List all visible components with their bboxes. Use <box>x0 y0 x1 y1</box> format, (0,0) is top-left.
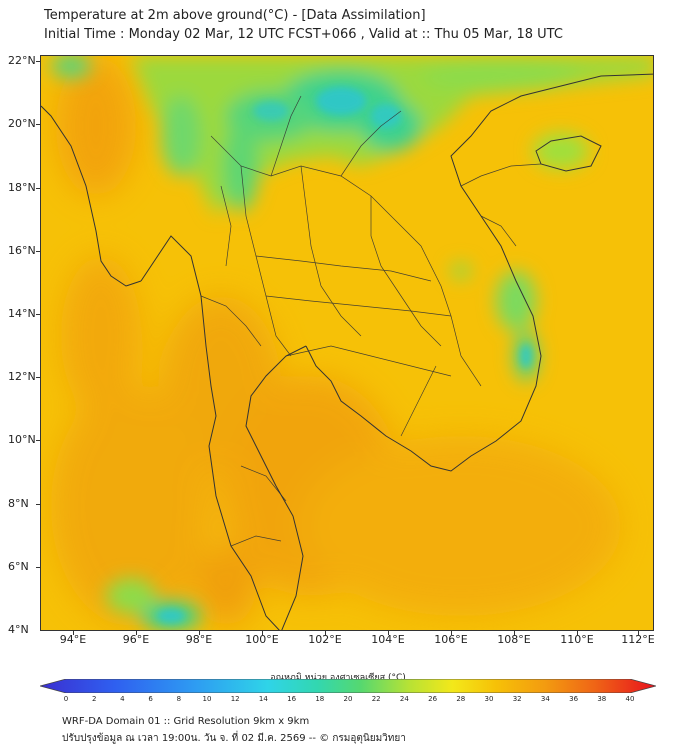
lon-tick <box>388 631 389 635</box>
colorbar-bar <box>40 679 656 693</box>
lon-tick <box>451 631 452 635</box>
lon-tick <box>262 631 263 635</box>
lat-label-12: 12°N <box>8 370 36 383</box>
colorbar-tick-label: 40 <box>625 695 635 703</box>
lat-tick <box>36 61 40 62</box>
chart-title: Temperature at 2m above ground(°C) - [Da… <box>44 6 563 44</box>
lon-label-94: 94°E <box>59 633 87 646</box>
lat-tick <box>36 440 40 441</box>
warm-zones <box>51 56 621 626</box>
colorbar-tick-label: 6 <box>148 695 153 703</box>
colorbar-tick-label: 18 <box>315 695 325 703</box>
colorbar-tick-label: 22 <box>371 695 381 703</box>
lat-label-14: 14°N <box>8 307 36 320</box>
lat-tick <box>36 377 40 378</box>
lat-label-10: 10°N <box>8 433 36 446</box>
colorbar-tick-label: 34 <box>540 695 550 703</box>
colorbar-tick-label: 4 <box>120 695 125 703</box>
colorbar-tick-label: 20 <box>343 695 353 703</box>
lat-tick <box>36 504 40 505</box>
lat-tick <box>36 188 40 189</box>
coastlines <box>41 73 653 630</box>
lon-tick <box>199 631 200 635</box>
lon-label-112: 112°E <box>621 633 655 646</box>
lon-label-108: 108°E <box>497 633 531 646</box>
title-line-2: Initial Time : Monday 02 Mar, 12 UTC FCS… <box>44 27 563 42</box>
colorbar-tick-label: 30 <box>484 695 494 703</box>
colorbar-tick-label: 14 <box>258 695 268 703</box>
footer-update-info: ปรับปรุงข้อมูล ณ เวลา 19:00น. วัน จ. ที่… <box>62 733 406 744</box>
lon-tick <box>638 631 639 635</box>
lat-label-20: 20°N <box>8 117 36 130</box>
temperature-map[interactable] <box>40 55 654 631</box>
lat-label-4: 4°N <box>8 623 29 636</box>
colorbar-tick-label: 12 <box>230 695 240 703</box>
lat-label-16: 16°N <box>8 244 36 257</box>
lat-label-22: 22°N <box>8 54 36 67</box>
province-borders <box>200 95 542 547</box>
lon-tick <box>577 631 578 635</box>
lon-tick <box>136 631 137 635</box>
colorbar-tick-label: 10 <box>202 695 212 703</box>
colorbar <box>40 679 656 693</box>
lat-label-18: 18°N <box>8 181 36 194</box>
lon-label-110: 110°E <box>560 633 594 646</box>
lon-tick <box>514 631 515 635</box>
colorbar-tick-label: 24 <box>399 695 409 703</box>
title-line-1: Temperature at 2m above ground(°C) - [Da… <box>44 8 426 23</box>
lat-label-6: 6°N <box>8 560 29 573</box>
colorbar-tick-label: 8 <box>176 695 182 703</box>
cyan-zones <box>157 87 532 623</box>
colorbar-title: อุณหภูมิ หน่วย องศาเซลเซียส (°C) <box>270 673 406 683</box>
cool-zones <box>51 56 653 630</box>
colorbar-tick-label: 0 <box>63 695 69 703</box>
lat-tick <box>36 124 40 125</box>
colorbar-tick-label: 2 <box>91 695 97 703</box>
lon-label-102: 102°E <box>308 633 342 646</box>
lon-label-100: 100°E <box>245 633 279 646</box>
lon-tick <box>325 631 326 635</box>
colorbar-tick-label: 32 <box>512 695 522 703</box>
colorbar-tick-label: 38 <box>597 695 607 703</box>
map-canvas <box>41 56 653 630</box>
lat-tick <box>36 314 40 315</box>
footer-model-info: WRF-DA Domain 01 :: Grid Resolution 9km … <box>62 716 310 727</box>
colorbar-tick-label: 16 <box>287 695 297 703</box>
colorbar-tick-label: 26 <box>428 695 438 703</box>
lon-label-98: 98°E <box>185 633 213 646</box>
lat-tick <box>36 251 40 252</box>
lat-tick <box>36 567 40 568</box>
lat-label-8: 8°N <box>8 497 29 510</box>
lon-label-104: 104°E <box>371 633 405 646</box>
lon-label-96: 96°E <box>122 633 150 646</box>
lon-label-106: 106°E <box>434 633 468 646</box>
colorbar-tick-label: 28 <box>456 695 466 703</box>
lon-tick <box>73 631 74 635</box>
colorbar-tick-label: 36 <box>569 695 579 703</box>
